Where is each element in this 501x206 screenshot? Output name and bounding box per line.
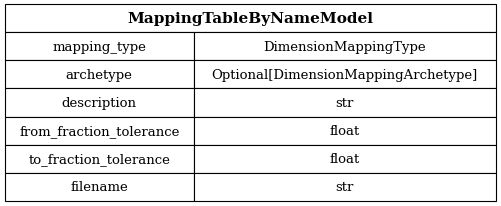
Text: float: float <box>330 124 360 137</box>
Bar <box>5 5 496 33</box>
Text: description: description <box>62 96 137 109</box>
Text: to_fraction_tolerance: to_fraction_tolerance <box>29 152 170 165</box>
Text: str: str <box>336 180 354 193</box>
Bar <box>5 145 193 173</box>
Bar <box>193 117 496 145</box>
Bar <box>5 89 193 117</box>
Text: str: str <box>336 96 354 109</box>
Bar <box>193 61 496 89</box>
Text: Optional[DimensionMappingArchetype]: Optional[DimensionMappingArchetype] <box>211 68 478 81</box>
Text: mapping_type: mapping_type <box>52 40 146 53</box>
Text: from_fraction_tolerance: from_fraction_tolerance <box>19 124 179 137</box>
Bar <box>5 117 193 145</box>
Bar <box>5 61 193 89</box>
Bar <box>5 33 193 61</box>
Bar <box>5 173 193 201</box>
Bar <box>193 33 496 61</box>
Text: float: float <box>330 152 360 165</box>
Text: archetype: archetype <box>66 68 133 81</box>
Text: MappingTableByNameModel: MappingTableByNameModel <box>127 12 374 26</box>
Bar <box>193 89 496 117</box>
Text: DimensionMappingType: DimensionMappingType <box>264 40 426 53</box>
Text: filename: filename <box>71 180 128 193</box>
Bar <box>193 145 496 173</box>
Bar <box>193 173 496 201</box>
